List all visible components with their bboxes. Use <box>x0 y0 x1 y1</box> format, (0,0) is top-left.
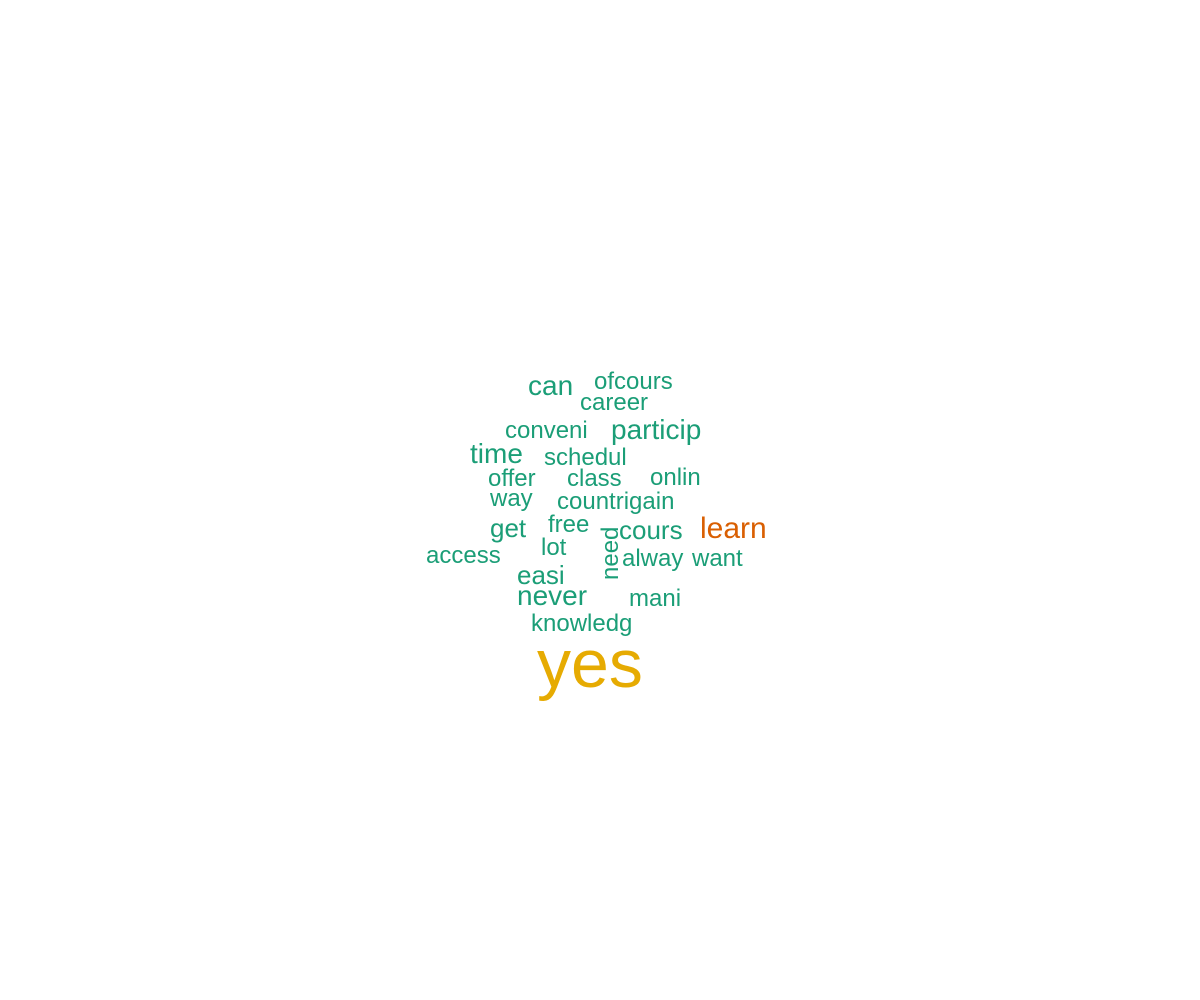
word-particip: particip <box>611 414 702 445</box>
word-conveni: conveni <box>505 417 588 444</box>
word-time: time <box>470 438 523 469</box>
word-schedul: schedul <box>544 444 627 471</box>
word-need: need <box>597 526 624 580</box>
word-career: career <box>580 389 649 416</box>
word-lot: lot <box>541 534 567 561</box>
word-easi: easi <box>517 560 565 590</box>
word-onlin: onlin <box>650 464 701 491</box>
word-knowledg: knowledg <box>531 610 633 637</box>
word-learn: learn <box>700 512 767 545</box>
word-get: get <box>490 513 527 543</box>
word-ofcours: ofcours <box>594 368 673 395</box>
word-can: can <box>528 370 574 401</box>
word-mani: mani <box>629 585 682 612</box>
word-countrigain: countrigain <box>557 488 675 515</box>
word-yes: yes <box>537 626 643 702</box>
word-want: want <box>692 545 743 572</box>
word-alway: alway <box>622 545 684 572</box>
word-never: never <box>517 580 588 611</box>
word-way: way <box>490 485 533 512</box>
word-cours: cours <box>619 515 683 545</box>
word-offer: offer <box>488 465 536 492</box>
word-class: class <box>567 465 622 492</box>
word-free: free <box>548 511 590 538</box>
word-access: access <box>426 542 501 569</box>
